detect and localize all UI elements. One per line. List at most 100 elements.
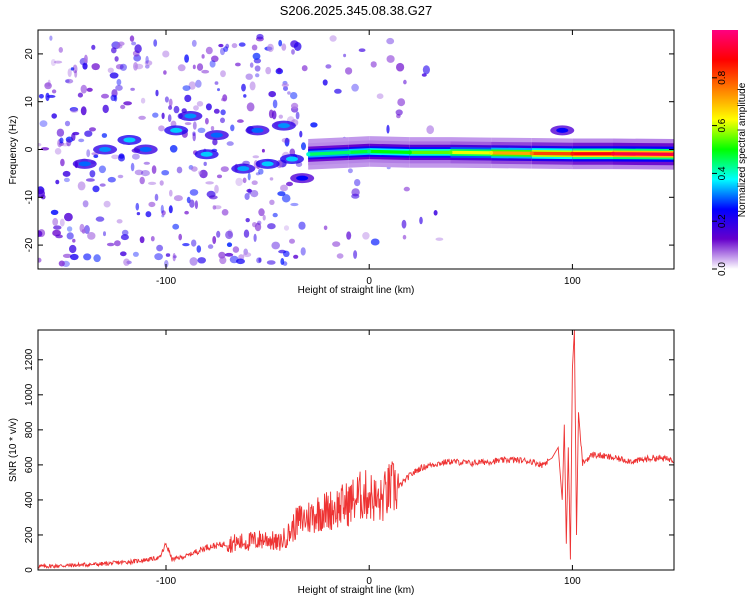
noise-speck [161, 112, 165, 120]
noise-speck [343, 53, 347, 58]
colorbar-ticks: 0.0 0.2 0.4 0.6 0.8 [712, 70, 728, 276]
noise-speck [277, 67, 282, 73]
noise-speck [66, 226, 73, 232]
noise-speck [120, 251, 127, 257]
noise-speck [130, 87, 135, 91]
noise-speck [208, 195, 218, 200]
noise-speck [70, 67, 75, 71]
spectrogram-y-axis-label: Frequency (Hz) [8, 116, 19, 185]
main-trace-band [348, 149, 370, 154]
noise-speck [242, 177, 247, 184]
noise-speck [196, 245, 202, 253]
noise-speck [386, 37, 395, 45]
noise-speck [205, 103, 212, 111]
noise-speck [258, 208, 265, 217]
noise-speck [246, 188, 253, 193]
noise-speck [245, 218, 250, 223]
noise-speck [148, 201, 156, 208]
noise-speck [132, 251, 139, 257]
noise-speck [53, 60, 63, 64]
noise-speck [245, 73, 253, 80]
noise-speck [143, 161, 150, 165]
noise-speck [168, 205, 173, 214]
noise-speck [291, 49, 295, 55]
noise-speck [252, 155, 260, 159]
noise-speck [38, 230, 43, 237]
spectral-blob [123, 137, 136, 143]
noise-speck [323, 225, 328, 231]
noise-speck [196, 63, 204, 71]
noise-speck [139, 236, 145, 244]
noise-speck [222, 94, 228, 102]
noise-speck [99, 183, 106, 187]
noise-speck [397, 98, 406, 107]
noise-speck [258, 257, 262, 263]
noise-speck [145, 211, 152, 218]
noise-speck [117, 174, 124, 179]
noise-speck [107, 67, 114, 74]
noise-speck [151, 165, 157, 174]
noise-speck [81, 229, 86, 234]
main-trace-band [369, 149, 410, 154]
noise-speck [220, 109, 226, 116]
noise-speck [396, 62, 405, 72]
noise-speck [261, 148, 265, 153]
noise-speck [353, 250, 358, 259]
noise-speck [247, 172, 251, 181]
noise-speck [281, 194, 291, 203]
noise-speck [102, 104, 109, 114]
noise-speck [329, 35, 337, 42]
noise-speck [158, 125, 165, 132]
noise-speck [71, 133, 76, 141]
noise-speck [98, 165, 106, 174]
noise-speck [101, 133, 108, 138]
noise-speck [370, 238, 380, 246]
noise-speck [386, 55, 395, 63]
main-trace-point [407, 150, 412, 155]
noise-speck [184, 210, 189, 215]
noise-speck [301, 142, 306, 151]
noise-speck [89, 170, 96, 178]
noise-speck [44, 82, 51, 87]
snr-series-line [38, 330, 674, 569]
noise-speck [272, 99, 278, 109]
noise-speck [163, 70, 167, 75]
spectral-blob [261, 161, 274, 167]
noise-speck [58, 47, 63, 53]
noise-speck [129, 35, 135, 42]
noise-speck [283, 86, 288, 91]
noise-speck [269, 199, 275, 205]
noise-speck [345, 67, 353, 75]
noise-speck [120, 234, 129, 241]
noise-speck [152, 112, 159, 118]
noise-speck [70, 108, 79, 113]
noise-speck [220, 166, 229, 173]
noise-speck [253, 233, 257, 242]
noise-speck [123, 101, 132, 106]
x-tick-label: 100 [564, 576, 581, 587]
noise-speck [224, 252, 234, 257]
noise-speck [386, 124, 390, 134]
y-tick-label: 1000 [24, 383, 35, 406]
noise-speck [164, 96, 169, 103]
noise-speck [63, 177, 70, 183]
noise-speck [50, 209, 59, 215]
noise-speck [65, 78, 74, 84]
y-tick-label: 10 [24, 96, 35, 108]
noise-speck [110, 94, 117, 102]
x-tick-label: 0 [366, 276, 372, 287]
noise-speck [44, 82, 52, 90]
noise-speck [140, 170, 150, 177]
x-tick-label: -100 [156, 276, 176, 287]
y-tick-label: 0 [24, 146, 35, 152]
noise-speck [66, 138, 72, 147]
noise-speck [216, 174, 223, 179]
noise-speck [192, 121, 197, 130]
noise-speck [86, 149, 91, 158]
snr-y-ticks: 0 200 400 600 800 1000 1200 [24, 348, 674, 573]
figure-title: S206.2025.345.08.38.G27 [280, 3, 433, 18]
noise-speck [214, 184, 219, 194]
noise-speck [254, 222, 262, 232]
noise-speck [212, 138, 218, 146]
